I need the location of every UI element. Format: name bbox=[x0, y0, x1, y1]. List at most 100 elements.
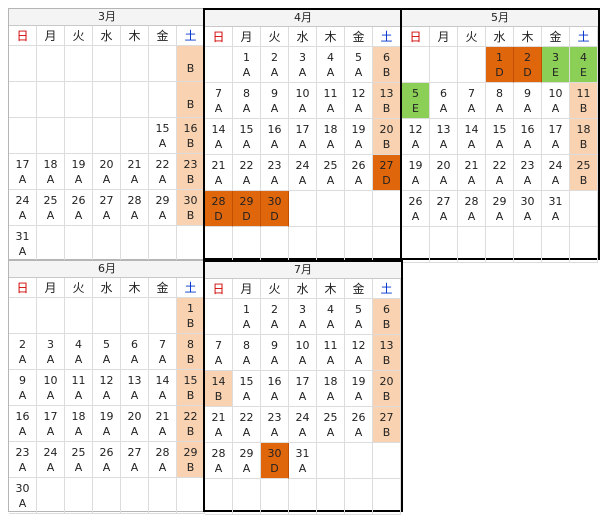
day-cell[interactable]: 24 A bbox=[289, 155, 317, 191]
day-cell[interactable]: 11 A bbox=[65, 370, 93, 406]
day-cell[interactable]: 18 B bbox=[570, 119, 598, 155]
day-cell[interactable]: 24 A bbox=[9, 190, 37, 226]
day-cell[interactable]: 12 A bbox=[402, 119, 430, 155]
day-cell[interactable]: 14 A bbox=[458, 119, 486, 155]
day-cell[interactable] bbox=[93, 82, 121, 118]
day-cell[interactable]: 19 A bbox=[65, 154, 93, 190]
day-cell[interactable]: 15 B bbox=[177, 370, 205, 406]
day-cell[interactable] bbox=[37, 118, 65, 154]
day-cell[interactable]: 26 A bbox=[345, 407, 373, 443]
day-cell[interactable]: 22 A bbox=[149, 154, 177, 190]
day-cell[interactable] bbox=[373, 227, 401, 263]
day-cell[interactable]: 11 B bbox=[570, 83, 598, 119]
day-cell[interactable]: B bbox=[177, 82, 205, 118]
day-cell[interactable]: 25 A bbox=[37, 190, 65, 226]
day-cell[interactable] bbox=[37, 46, 65, 82]
day-cell[interactable]: 13 A bbox=[121, 370, 149, 406]
day-cell[interactable]: 29 B bbox=[177, 442, 205, 478]
day-cell[interactable]: 30 A bbox=[514, 191, 542, 227]
day-cell[interactable] bbox=[514, 227, 542, 263]
day-cell[interactable] bbox=[37, 478, 65, 514]
day-cell[interactable]: 20 A bbox=[121, 406, 149, 442]
day-cell[interactable] bbox=[458, 227, 486, 263]
day-cell[interactable]: 27 A bbox=[430, 191, 458, 227]
day-cell[interactable]: B bbox=[177, 46, 205, 82]
day-cell[interactable]: 23 A bbox=[514, 155, 542, 191]
day-cell[interactable] bbox=[9, 46, 37, 82]
day-cell[interactable]: 31 A bbox=[542, 191, 570, 227]
day-cell[interactable]: 19 A bbox=[345, 371, 373, 407]
day-cell[interactable] bbox=[542, 227, 570, 263]
day-cell[interactable]: 17 A bbox=[542, 119, 570, 155]
day-cell[interactable]: 16 A bbox=[514, 119, 542, 155]
day-cell[interactable] bbox=[317, 479, 345, 515]
day-cell[interactable]: 15 A bbox=[149, 118, 177, 154]
day-cell[interactable]: 23 A bbox=[261, 407, 289, 443]
day-cell[interactable]: 18 A bbox=[65, 406, 93, 442]
day-cell[interactable]: 22 A bbox=[233, 407, 261, 443]
day-cell[interactable]: 28 A bbox=[121, 190, 149, 226]
day-cell[interactable]: 13 B bbox=[373, 83, 401, 119]
day-cell[interactable]: 12 A bbox=[345, 335, 373, 371]
day-cell[interactable]: 26 A bbox=[402, 191, 430, 227]
day-cell[interactable]: 17 A bbox=[37, 406, 65, 442]
day-cell[interactable]: 23 A bbox=[261, 155, 289, 191]
day-cell[interactable] bbox=[345, 479, 373, 515]
day-cell[interactable]: 22 A bbox=[486, 155, 514, 191]
day-cell[interactable]: 25 B bbox=[570, 155, 598, 191]
day-cell[interactable]: 31 A bbox=[289, 443, 317, 479]
day-cell[interactable] bbox=[149, 46, 177, 82]
day-cell[interactable]: 26 A bbox=[65, 190, 93, 226]
day-cell[interactable]: 13 A bbox=[430, 119, 458, 155]
day-cell[interactable] bbox=[261, 479, 289, 515]
day-cell[interactable] bbox=[9, 118, 37, 154]
day-cell[interactable]: 16 B bbox=[177, 118, 205, 154]
day-cell[interactable] bbox=[93, 298, 121, 334]
day-cell[interactable]: 26 A bbox=[345, 155, 373, 191]
day-cell[interactable] bbox=[149, 82, 177, 118]
day-cell[interactable] bbox=[570, 227, 598, 263]
day-cell[interactable]: 20 B bbox=[373, 119, 401, 155]
day-cell[interactable] bbox=[345, 443, 373, 479]
day-cell[interactable]: 24 A bbox=[37, 442, 65, 478]
day-cell[interactable]: 27 A bbox=[93, 190, 121, 226]
day-cell[interactable]: 12 A bbox=[345, 83, 373, 119]
day-cell[interactable] bbox=[373, 479, 401, 515]
day-cell[interactable] bbox=[402, 227, 430, 263]
day-cell[interactable]: 19 A bbox=[93, 406, 121, 442]
day-cell[interactable] bbox=[9, 298, 37, 334]
day-cell[interactable] bbox=[177, 226, 205, 262]
day-cell[interactable]: 19 A bbox=[345, 119, 373, 155]
day-cell[interactable]: 25 A bbox=[317, 407, 345, 443]
day-cell[interactable]: 30 A bbox=[9, 478, 37, 514]
day-cell[interactable]: 30 D bbox=[261, 443, 289, 479]
day-cell[interactable]: 17 A bbox=[9, 154, 37, 190]
day-cell[interactable] bbox=[261, 227, 289, 263]
day-cell[interactable]: 23 B bbox=[177, 154, 205, 190]
day-cell[interactable]: 22 B bbox=[177, 406, 205, 442]
day-cell[interactable]: 31 A bbox=[9, 226, 37, 262]
day-cell[interactable]: 24 A bbox=[289, 407, 317, 443]
day-cell[interactable] bbox=[289, 479, 317, 515]
day-cell[interactable]: 18 A bbox=[317, 371, 345, 407]
